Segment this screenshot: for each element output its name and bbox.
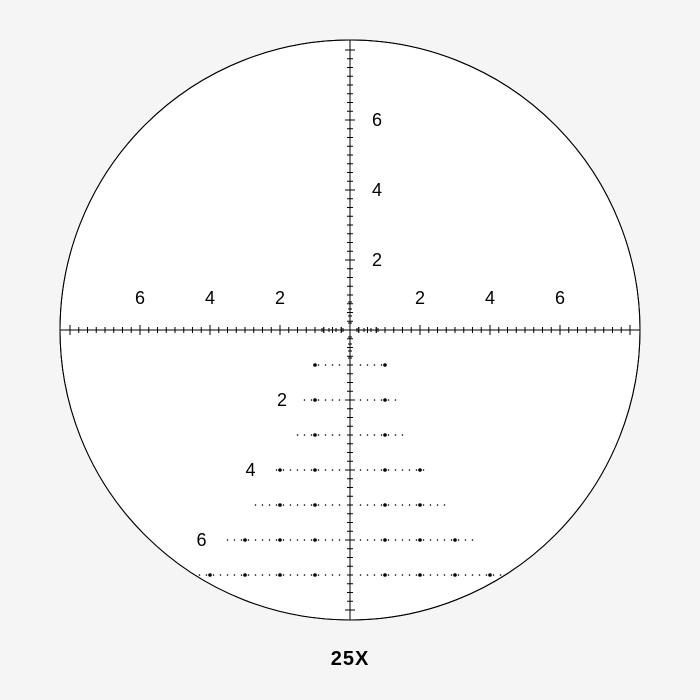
svg-text:2: 2 <box>275 288 285 308</box>
svg-text:4: 4 <box>372 180 382 200</box>
svg-text:4: 4 <box>485 288 495 308</box>
svg-text:6: 6 <box>196 530 206 550</box>
svg-text:4: 4 <box>245 460 255 480</box>
svg-text:6: 6 <box>135 288 145 308</box>
magnification-caption: 25X <box>331 648 370 671</box>
reticle-diagram: 2 4 6 2 4 6 2 4 6 2 4 6 <box>50 30 650 630</box>
svg-text:2: 2 <box>372 250 382 270</box>
svg-text:6: 6 <box>555 288 565 308</box>
svg-text:6: 6 <box>372 110 382 130</box>
svg-text:2: 2 <box>415 288 425 308</box>
svg-text:2: 2 <box>277 390 287 410</box>
svg-text:4: 4 <box>205 288 215 308</box>
